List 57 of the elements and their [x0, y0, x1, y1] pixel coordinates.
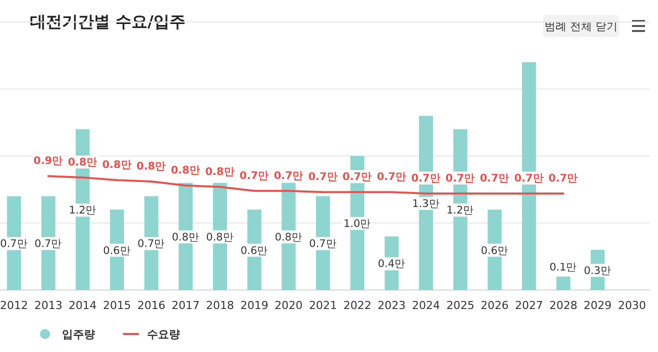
data-label: 1.3만 [412, 198, 440, 210]
data-label: 0.7만 [376, 171, 406, 184]
data-label: 0.7만 [240, 170, 270, 182]
x-tick-label: 2021 [309, 299, 337, 312]
x-tick-label: 2019 [240, 299, 268, 312]
data-label: 0.8만 [206, 231, 234, 244]
data-label: 1.2만 [446, 204, 474, 217]
legend-label: 수요량 [147, 328, 180, 341]
x-tick-label: 2017 [172, 299, 200, 312]
data-label: 0.7만 [309, 238, 337, 250]
data-label: 0.4만 [378, 258, 406, 270]
x-tick-label: 2023 [378, 299, 406, 312]
data-label: 0.6만 [240, 244, 268, 257]
x-tick-label: 2018 [206, 299, 234, 312]
data-label: 0.3만 [584, 264, 612, 277]
data-label: 0.9만 [34, 155, 64, 168]
data-label: 0.8만 [170, 164, 200, 176]
legend-label: 입주량 [62, 328, 95, 341]
x-tick-label: 2013 [34, 299, 62, 312]
data-label: 0.8만 [102, 159, 132, 172]
x-tick-label: 2030 [618, 299, 646, 312]
x-tick-label: 2014 [68, 299, 97, 312]
data-label: 0.7만 [514, 172, 544, 185]
x-tick-label: 2020 [274, 299, 303, 312]
data-label: 0.7만 [0, 238, 28, 250]
data-label: 0.7만 [34, 238, 62, 250]
data-label: 0.8만 [205, 166, 235, 178]
x-tick-label: 2026 [480, 299, 509, 312]
button: 범례 전체 닫기 [543, 15, 619, 37]
data-label: 1.0만 [343, 218, 372, 230]
data-label: 1.2만 [68, 204, 97, 217]
data-label: 0.8만 [68, 156, 98, 168]
x-tick-label: 2015 [103, 299, 131, 312]
data-label: 0.1만 [549, 262, 578, 274]
data-label: 0.8만 [172, 231, 200, 244]
data-label: 0.8만 [136, 160, 166, 172]
data-label: 0.7만 [274, 170, 304, 182]
x-tick-label: 2029 [584, 299, 612, 312]
x-tick-label: 2024 [412, 299, 440, 312]
x-tick-label: 2016 [137, 299, 166, 312]
x-tick-label: 2022 [343, 299, 372, 312]
data-label: 0.7만 [342, 171, 372, 184]
data-label: 0.6만 [103, 244, 131, 257]
x-tick-label: 2028 [549, 299, 578, 312]
data-label: 0.7만 [137, 238, 166, 250]
bar [556, 276, 570, 290]
data-label: 0.7만 [480, 172, 510, 185]
data-label: 0.7만 [446, 172, 476, 185]
x-tick-label: 2012 [0, 299, 28, 312]
data-label: 0.6만 [480, 244, 509, 257]
data-label: 0.7만 [548, 172, 578, 185]
data-label: 0.7만 [411, 172, 441, 185]
x-tick-label: 2027 [515, 299, 543, 312]
x-tick-label: 2025 [446, 299, 474, 312]
data-label: 0.7만 [308, 171, 338, 184]
data-label: 0.8만 [274, 231, 303, 244]
annotation: 범례 전체 닫기 [544, 20, 618, 33]
